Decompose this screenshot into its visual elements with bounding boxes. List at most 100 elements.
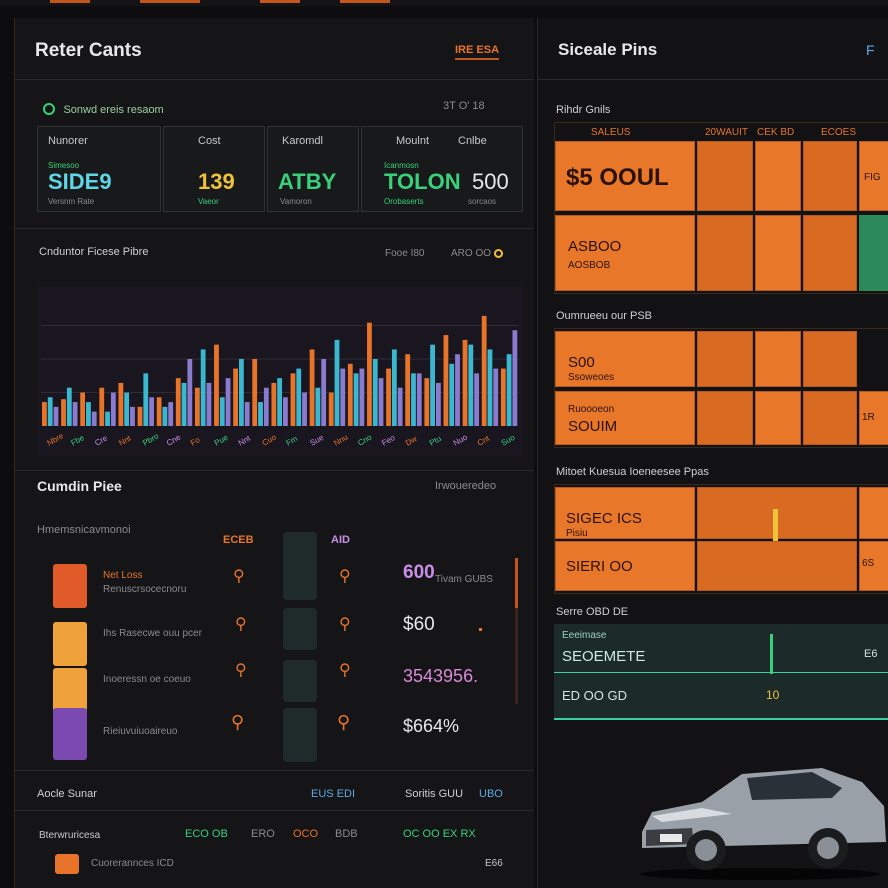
bar-series-c-7[interactable]	[168, 402, 174, 426]
top-tab-3[interactable]	[260, 0, 300, 3]
cell-big-b[interactable]: ASBOO AOSBOB	[555, 215, 695, 291]
row-tile-3[interactable]	[53, 668, 87, 712]
cell-green[interactable]	[859, 215, 888, 291]
bar-series-a-2[interactable]	[61, 399, 66, 426]
bar-series-a-10[interactable]	[214, 344, 219, 426]
bar-series-b-23[interactable]	[468, 344, 474, 426]
cell-c-b[interactable]: SIERI OO	[555, 541, 695, 591]
bar-series-c-12[interactable]	[263, 387, 269, 426]
cell[interactable]	[803, 331, 857, 387]
bar-series-b-10[interactable]	[219, 397, 225, 426]
cell[interactable]: 1R	[859, 391, 888, 445]
bar-series-b-22[interactable]	[449, 363, 455, 426]
kpi-card-3[interactable]: Karomdl ATBY Vamoron	[267, 126, 359, 212]
scrollbar-thumb[interactable]	[515, 558, 518, 608]
bar-series-a-14[interactable]	[290, 373, 296, 426]
bar-series-c-14[interactable]	[302, 392, 307, 427]
bar-series-a-8[interactable]	[175, 378, 181, 426]
bar-series-a-15[interactable]	[309, 349, 315, 426]
bar-series-a-9[interactable]	[194, 387, 200, 426]
bar-series-a-1[interactable]	[42, 402, 47, 426]
bar-series-c-3[interactable]	[91, 411, 97, 426]
cell-mid-a[interactable]: S00 Ssoweoes	[555, 331, 695, 387]
bar-series-c-13[interactable]	[283, 397, 288, 426]
col-b-header[interactable]: AID	[331, 534, 350, 546]
bar-series-a-24[interactable]	[481, 315, 487, 426]
bar-series-b-21[interactable]	[430, 344, 435, 426]
bar-series-c-11[interactable]	[244, 402, 250, 426]
bar-series-c-6[interactable]	[149, 397, 154, 426]
cell-mid-b[interactable]: Ruoooeon SOUIM	[555, 391, 695, 445]
right-header-icon[interactable]: F	[866, 42, 875, 58]
bar-series-a-23[interactable]	[462, 339, 468, 426]
scrollbar-track[interactable]	[515, 558, 518, 704]
bar-series-a-3[interactable]	[80, 392, 86, 427]
bar-series-b-2[interactable]	[66, 387, 72, 426]
bar-series-c-19[interactable]	[397, 387, 403, 426]
bar-series-c-4[interactable]	[110, 392, 116, 427]
cell-c-a[interactable]: SIGEC ICS Pisiu	[555, 487, 695, 539]
bar-series-c-24[interactable]	[493, 368, 499, 426]
bar-series-a-5[interactable]	[118, 382, 124, 426]
bar-series-a-17[interactable]	[347, 363, 353, 426]
bar-series-c-23[interactable]	[474, 373, 480, 426]
cell[interactable]	[803, 215, 857, 291]
bar-series-b-24[interactable]	[487, 349, 493, 426]
bar-series-c-22[interactable]	[455, 354, 460, 426]
bar-series-a-13[interactable]	[271, 382, 277, 426]
bar-series-b-13[interactable]	[277, 378, 283, 426]
bar-series-b-19[interactable]	[391, 349, 397, 426]
bar-series-b-4[interactable]	[105, 411, 110, 426]
bar-series-b-16[interactable]	[334, 339, 340, 426]
bar-series-b-25[interactable]	[506, 354, 512, 426]
bar-series-a-11[interactable]	[233, 368, 238, 426]
kpi-card-2[interactable]: Cost 139 Vaeor	[163, 126, 265, 212]
cell[interactable]	[755, 215, 801, 291]
cell[interactable]	[803, 141, 857, 211]
bar-series-a-4[interactable]	[99, 387, 105, 426]
bar-series-a-7[interactable]	[156, 397, 162, 426]
bar-series-c-15[interactable]	[321, 359, 327, 426]
bar-series-b-20[interactable]	[411, 373, 416, 426]
footer-right[interactable]: Soritis GUU	[405, 788, 464, 800]
bar-series-c-20[interactable]	[416, 373, 422, 426]
bar-series-b-11[interactable]	[238, 359, 244, 426]
section2-link[interactable]: Irwoueredeo	[435, 480, 497, 492]
bar-series-c-9[interactable]	[206, 382, 212, 426]
cell[interactable]	[697, 331, 753, 387]
bar-series-b-18[interactable]	[372, 359, 378, 426]
row-tile-1[interactable]	[53, 564, 87, 608]
cell[interactable]	[803, 391, 857, 445]
top-tab-4[interactable]	[340, 0, 390, 3]
bar-series-c-2[interactable]	[72, 402, 78, 426]
cell-big-a[interactable]: $5 OOUL	[555, 141, 695, 211]
row-handle[interactable]	[283, 708, 317, 762]
top-tab-1[interactable]	[50, 0, 90, 3]
bar-series-a-19[interactable]	[386, 368, 391, 426]
footer-mid[interactable]: EUS EDI	[311, 788, 356, 800]
bar-series-b-1[interactable]	[47, 397, 53, 426]
bar-series-a-22[interactable]	[443, 335, 449, 426]
bar-series-c-17[interactable]	[359, 368, 365, 426]
bar-series-b-8[interactable]	[181, 382, 187, 426]
cell[interactable]	[697, 391, 753, 445]
bar-series-a-12[interactable]	[252, 359, 258, 426]
bar-series-b-9[interactable]	[200, 349, 206, 426]
row-handle[interactable]	[283, 608, 317, 650]
cell[interactable]	[859, 487, 888, 539]
footer-right2[interactable]: UBO	[479, 788, 503, 800]
bar-series-c-21[interactable]	[435, 382, 441, 426]
bar-series-b-12[interactable]	[258, 402, 263, 426]
bar-series-c-25[interactable]	[512, 330, 518, 426]
cell[interactable]	[697, 215, 753, 291]
bar-series-b-14[interactable]	[296, 368, 302, 426]
header-action-link[interactable]: IRE ESA	[455, 44, 500, 60]
bar-series-b-7[interactable]	[162, 406, 168, 426]
cell[interactable]: FIG	[859, 141, 888, 211]
bar-series-a-6[interactable]	[137, 406, 143, 426]
cell[interactable]	[755, 141, 801, 211]
bar-series-b-6[interactable]	[143, 373, 149, 426]
chart-filter-b[interactable]: ARO OO	[451, 248, 503, 259]
bar-series-c-1[interactable]	[53, 406, 59, 426]
bar-series-b-15[interactable]	[315, 387, 321, 426]
